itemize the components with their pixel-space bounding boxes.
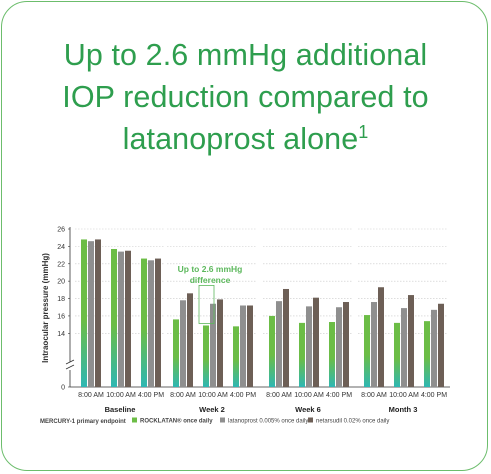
x-tick-label: 10:00 AM xyxy=(106,392,136,399)
bar-rocklatan xyxy=(269,315,275,387)
bar-latanoprost xyxy=(210,303,216,387)
bar-netarsudil xyxy=(438,303,444,387)
headline-line-3-text: latanoprost alone xyxy=(122,122,359,156)
bar-rocklatan xyxy=(424,321,430,387)
y-tick-label: 24 xyxy=(57,244,65,251)
x-tick-label: 4:00 PM xyxy=(138,392,164,399)
legend-swatch xyxy=(308,417,313,423)
y-axis: 0 14 16 18 20 22 24 26 Intraocular pressure (mmH… xyxy=(41,227,450,392)
group-label: Week 6 xyxy=(295,405,321,414)
bar-rocklatan xyxy=(81,239,87,387)
y-tick-label: 14 xyxy=(57,331,65,338)
bar-rocklatan xyxy=(394,322,400,387)
bar-latanoprost xyxy=(240,305,246,387)
bar-latanoprost xyxy=(401,308,407,387)
x-tick-label: 4:00 PM xyxy=(421,392,447,399)
bar-latanoprost xyxy=(148,260,154,387)
bar-netarsudil xyxy=(343,302,349,387)
x-tick-label: 8:00 AM xyxy=(78,392,104,399)
bar-latanoprost xyxy=(336,307,342,387)
bar-latanoprost xyxy=(118,251,124,387)
y-tick-label: 0 xyxy=(61,385,65,392)
bar-rocklatan xyxy=(364,315,370,387)
legend-swatch xyxy=(132,417,137,423)
x-tick-label: 8:00 AM xyxy=(170,392,196,399)
y-tick-label: 18 xyxy=(57,296,65,303)
bar-latanoprost xyxy=(88,241,94,387)
headline-line-3: latanoprost alone1 xyxy=(0,118,491,160)
x-tick-label: 10:00 AM xyxy=(294,392,324,399)
bar-rocklatan xyxy=(233,326,239,387)
bar-latanoprost xyxy=(306,306,312,387)
axis-break-mark xyxy=(65,359,75,365)
legend-label: netarsudil 0.02% once daily xyxy=(316,419,389,425)
difference-bracket xyxy=(198,285,215,324)
x-tick-label: 8:00 AM xyxy=(361,392,387,399)
y-tick-label: 16 xyxy=(57,313,65,320)
x-tick-label: 10:00 AM xyxy=(389,392,419,399)
y-tick-label: 26 xyxy=(57,227,65,234)
y-tick-label: 22 xyxy=(57,261,65,268)
headline-line-2: IOP reduction compared to xyxy=(62,80,429,114)
annotation-line-1: Up to 2.6 mmHg xyxy=(178,264,243,274)
group-label: Baseline xyxy=(105,405,136,414)
bar-netarsudil xyxy=(187,293,193,387)
axis-break-mark xyxy=(65,364,75,370)
group-label: Month 3 xyxy=(389,405,418,414)
x-tick-label: 10:00 AM xyxy=(198,392,228,399)
legend-title: MERCURY-1 primary endpoint xyxy=(40,419,126,425)
headline: Up to 2.6 mmHg additional IOP reduction … xyxy=(0,34,491,160)
bar-netarsudil xyxy=(155,258,161,387)
bars xyxy=(81,239,444,387)
x-tick-label: 4:00 PM xyxy=(326,392,352,399)
legend-label: latanoprost 0.005% once daily xyxy=(228,419,308,425)
bar-netarsudil xyxy=(408,295,414,387)
bar-latanoprost xyxy=(276,301,282,387)
bar-netarsudil xyxy=(378,287,384,387)
bar-netarsudil xyxy=(125,250,131,387)
headline-line-1: Up to 2.6 mmHg additional xyxy=(63,38,428,72)
bar-rocklatan xyxy=(329,322,335,387)
bar-rocklatan xyxy=(203,325,209,387)
footnote-marker: 1 xyxy=(358,121,369,142)
bar-rocklatan xyxy=(111,248,117,387)
bar-netarsudil xyxy=(95,239,101,387)
bar-rocklatan xyxy=(141,258,147,387)
x-tick-label: 8:00 AM xyxy=(266,392,292,399)
legend-swatch xyxy=(220,417,225,423)
y-tick-label: 20 xyxy=(57,279,65,286)
bar-netarsudil xyxy=(283,288,289,387)
bar-latanoprost xyxy=(431,309,437,387)
bar-netarsudil xyxy=(313,297,319,387)
bar-latanoprost xyxy=(180,300,186,387)
x-tick-label: 4:00 PM xyxy=(230,392,256,399)
annotation-line-2: difference xyxy=(190,275,231,285)
legend-label: ROCKLATAN® once daily xyxy=(140,418,213,425)
legend: MERCURY-1 primary endpoint ROCKLATAN® onc… xyxy=(40,417,389,425)
group-label: Week 2 xyxy=(199,405,225,414)
bar-netarsudil xyxy=(247,305,253,387)
y-axis-title: Intraocular pressure (mmHg) xyxy=(41,253,50,363)
bar-rocklatan xyxy=(299,322,305,387)
bar-rocklatan xyxy=(173,319,179,387)
bar-latanoprost xyxy=(371,302,377,387)
bar-netarsudil xyxy=(217,299,223,387)
